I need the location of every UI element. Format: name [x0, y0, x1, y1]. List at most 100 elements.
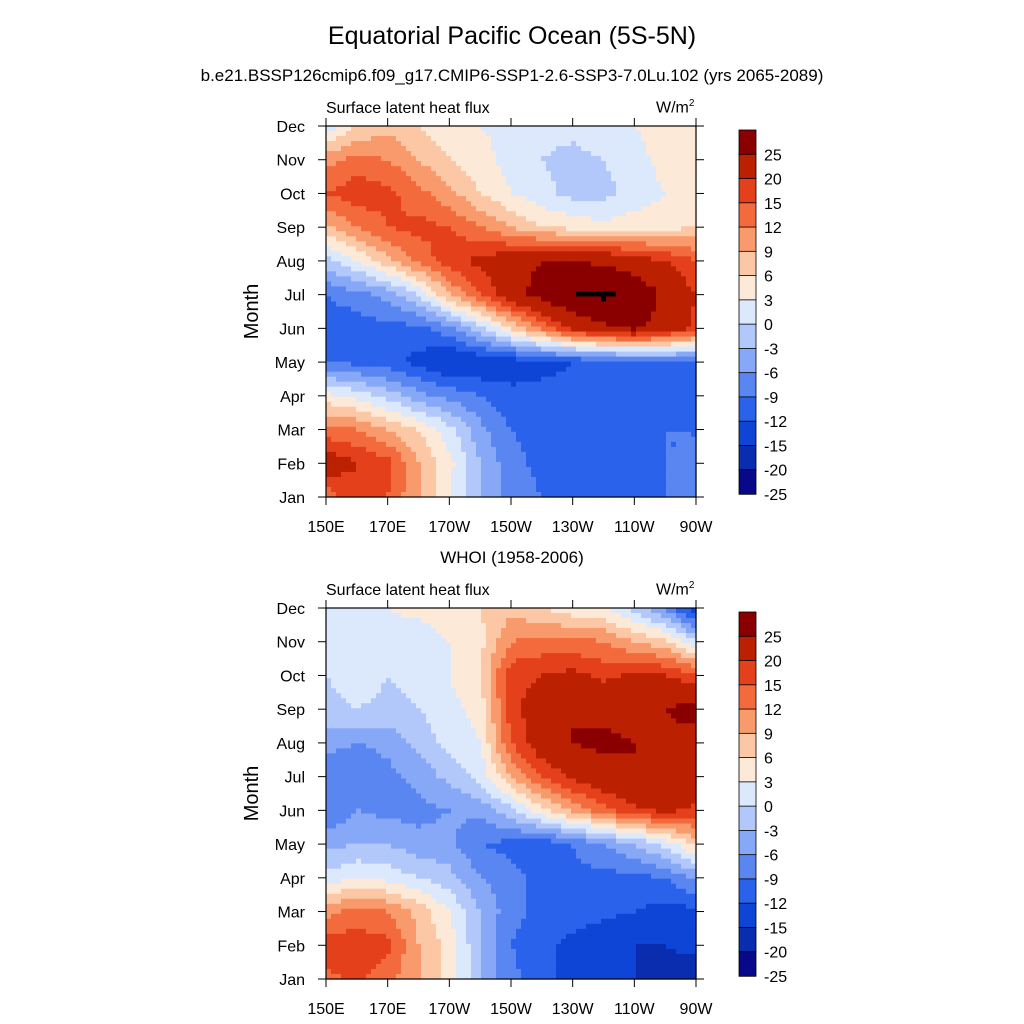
heatmap-cell	[661, 371, 667, 378]
heatmap-cell	[341, 261, 347, 267]
heatmap-cell	[376, 391, 382, 398]
heatmap-cell	[351, 321, 357, 328]
heatmap-cell	[641, 386, 647, 393]
heatmap-cell	[416, 461, 422, 468]
heatmap-cell	[646, 131, 652, 137]
heatmap-cell	[691, 181, 697, 187]
heatmap-cell	[496, 431, 502, 438]
heatmap-cell	[341, 311, 347, 318]
heatmap-cell	[451, 316, 457, 323]
heatmap-cell	[336, 401, 342, 408]
heatmap-cell	[366, 171, 372, 177]
heatmap-cell	[501, 411, 507, 418]
heatmap-cell	[436, 366, 442, 373]
heatmap-cell	[326, 166, 332, 172]
heatmap-cell	[566, 161, 572, 167]
heatmap-cell	[406, 296, 412, 303]
heatmap-cell	[496, 141, 502, 147]
heatmap-cell	[656, 291, 662, 298]
heatmap-cell	[341, 411, 347, 418]
heatmap-cell	[361, 376, 367, 383]
heatmap-cell	[661, 386, 667, 393]
heatmap-cell	[411, 326, 417, 333]
heatmap-cell	[376, 381, 382, 388]
heatmap-cell	[651, 221, 657, 227]
heatmap-cell	[336, 261, 342, 267]
heatmap-cell	[456, 376, 462, 383]
heatmap-cell	[386, 441, 392, 448]
heatmap-cell	[401, 201, 407, 207]
heatmap-cell	[631, 371, 637, 378]
heatmap-cell	[531, 456, 537, 463]
heatmap-cell	[556, 151, 562, 157]
heatmap-cell	[436, 451, 442, 458]
heatmap-cell	[436, 151, 442, 157]
heatmap-cell	[426, 246, 432, 252]
heatmap-cell	[461, 416, 467, 423]
heatmap-cell	[421, 176, 427, 182]
heatmap-cell	[611, 191, 617, 197]
heatmap-cell	[426, 231, 432, 237]
heatmap-cell	[666, 181, 672, 187]
heatmap-cell	[476, 436, 482, 443]
heatmap-cell	[371, 211, 377, 217]
heatmap-cell	[511, 206, 517, 212]
heatmap-cell	[491, 411, 497, 418]
heatmap-cell	[591, 251, 597, 257]
heatmap-cell	[571, 276, 577, 283]
heatmap-cell	[546, 391, 552, 398]
heatmap-cell	[621, 171, 627, 177]
heatmap-cell	[406, 241, 412, 247]
heatmap-cell	[536, 181, 542, 187]
heatmap-cell	[666, 396, 672, 403]
heatmap-cell	[441, 196, 447, 202]
heatmap-cell	[351, 411, 357, 418]
heatmap-cell	[536, 211, 542, 217]
heatmap-cell	[541, 371, 547, 378]
heatmap-cell	[626, 316, 632, 323]
heatmap-cell	[691, 186, 697, 192]
heatmap-cell	[661, 396, 667, 403]
heatmap-cell	[336, 371, 342, 378]
heatmap-cell	[391, 131, 397, 137]
heatmap-cell	[506, 346, 512, 353]
heatmap-cell	[471, 221, 477, 227]
heatmap-cell	[376, 416, 382, 423]
heatmap-cell	[596, 301, 602, 308]
heatmap-cell	[341, 156, 347, 162]
heatmap-cell	[376, 436, 382, 443]
heatmap-cell	[436, 401, 442, 408]
heatmap-cell	[446, 196, 452, 202]
heatmap-cell	[591, 281, 597, 288]
heatmap-cell	[351, 286, 357, 293]
heatmap-cell	[636, 341, 642, 348]
heatmap-cell	[391, 276, 397, 283]
heatmap-cell	[651, 211, 657, 217]
heatmap-cell	[626, 346, 632, 353]
heatmap-cell	[381, 446, 387, 453]
heatmap-cell	[381, 426, 387, 433]
heatmap-cell	[471, 211, 477, 217]
heatmap-cell	[586, 196, 592, 202]
heatmap-cell	[356, 141, 362, 147]
heatmap-cell	[461, 166, 467, 172]
heatmap-cell	[331, 366, 337, 373]
heatmap-cell	[431, 336, 437, 343]
heatmap-cell	[496, 416, 502, 423]
heatmap-cell	[566, 326, 572, 333]
heatmap-cell	[361, 201, 367, 207]
heatmap-cell	[326, 421, 332, 428]
heatmap-cell	[391, 441, 397, 448]
heatmap-cell	[481, 331, 487, 338]
heatmap-cell	[416, 226, 422, 232]
heatmap-cell	[686, 281, 692, 288]
heatmap-cell	[421, 436, 427, 443]
heatmap-cell	[616, 246, 622, 252]
heatmap-cell	[351, 366, 357, 373]
heatmap-cell	[396, 441, 402, 448]
heatmap-cell	[566, 446, 572, 453]
heatmap-cell	[371, 326, 377, 333]
heatmap-cell	[666, 326, 672, 333]
heatmap-cell	[391, 246, 397, 252]
heatmap-cell	[461, 386, 467, 393]
